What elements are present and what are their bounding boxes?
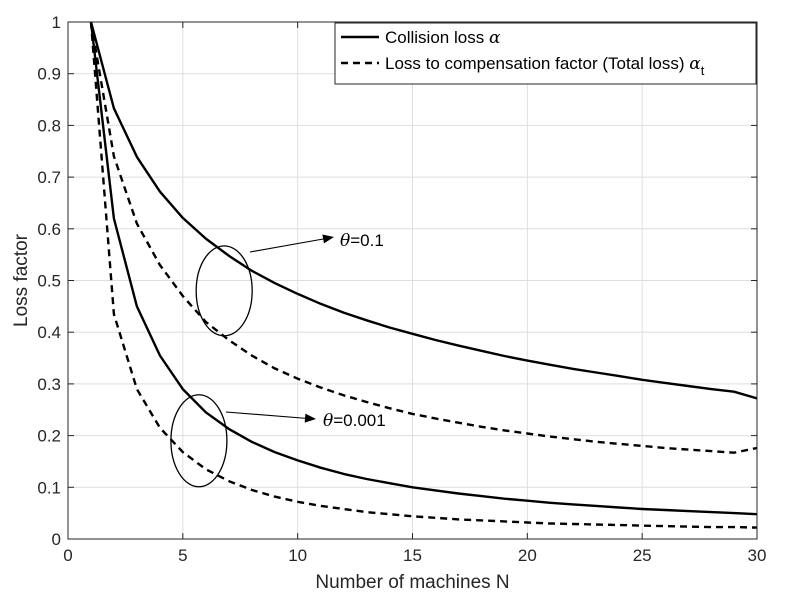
x-tick-label: 5 (178, 546, 187, 565)
x-tick-label: 30 (748, 546, 767, 565)
x-tick-label: 20 (518, 546, 537, 565)
y-tick-label: 0.7 (37, 168, 61, 187)
y-tick-label: 1 (52, 13, 61, 32)
y-tick-label: 0.5 (37, 272, 61, 291)
theta-symbol: θ (340, 231, 350, 251)
x-tick-label: 0 (63, 546, 72, 565)
annotation-label: θ=0.1 (340, 231, 384, 251)
annotation-arrow-line (225, 411, 309, 420)
theta-value: =0.1 (350, 231, 384, 250)
y-tick-label: 0.8 (37, 116, 61, 135)
axis-ticks: 0 5 10 15 20 25 30 0 0.1 0.2 0.3 0.4 0.5 0.6 0.7 0.8 0.9… (37, 13, 766, 565)
alpha-symbol: α (689, 54, 701, 74)
annotation-label: θ=0.001 (323, 411, 386, 431)
y-tick-label: 0 (52, 530, 61, 549)
x-tick-label: 10 (288, 546, 307, 565)
legend-box (334, 22, 757, 85)
x-tick-label: 15 (403, 546, 422, 565)
series-line-total-loss-theta-0_001 (89, 21, 758, 529)
theta-value: =0.001 (333, 411, 385, 430)
annotation-ellipse (195, 245, 253, 337)
x-tick-label: 25 (633, 546, 652, 565)
series-line-collision-loss-theta-0_001 (89, 21, 758, 516)
alpha-subscript: t (701, 63, 705, 78)
grid-lines (68, 22, 757, 539)
theta-symbol: θ (323, 411, 333, 431)
series-line-collision-loss-theta-0_1 (89, 21, 758, 400)
legend-text: Collision loss (385, 28, 489, 47)
annotation-ellipse (170, 394, 228, 488)
y-tick-label: 0.2 (37, 427, 61, 446)
y-tick-label: 0.6 (37, 220, 61, 239)
annotation-arrow-line (249, 237, 327, 253)
y-tick-label: 0.3 (37, 375, 61, 394)
y-tick-label: 0.9 (37, 65, 61, 84)
legend-text: Loss to compensation factor (Total loss) (385, 54, 689, 73)
series-line-total-loss-theta-0_1 (89, 21, 758, 454)
annotation-arrow-head (304, 413, 316, 423)
series-curves (89, 21, 758, 529)
y-axis-label: Loss factor (11, 233, 32, 327)
alpha-symbol: α (489, 28, 501, 48)
y-tick-label: 0.1 (37, 478, 61, 497)
annotation-arrow-head (322, 234, 334, 244)
legend-entry-label: Collision loss α (385, 28, 501, 48)
annotations: θ=0.1θ=0.001 (170, 231, 386, 488)
y-tick-label: 0.4 (37, 323, 61, 342)
x-axis-label: Number of machines N (315, 572, 509, 592)
legend-entry-label: Loss to compensation factor (Total loss)… (385, 54, 705, 78)
